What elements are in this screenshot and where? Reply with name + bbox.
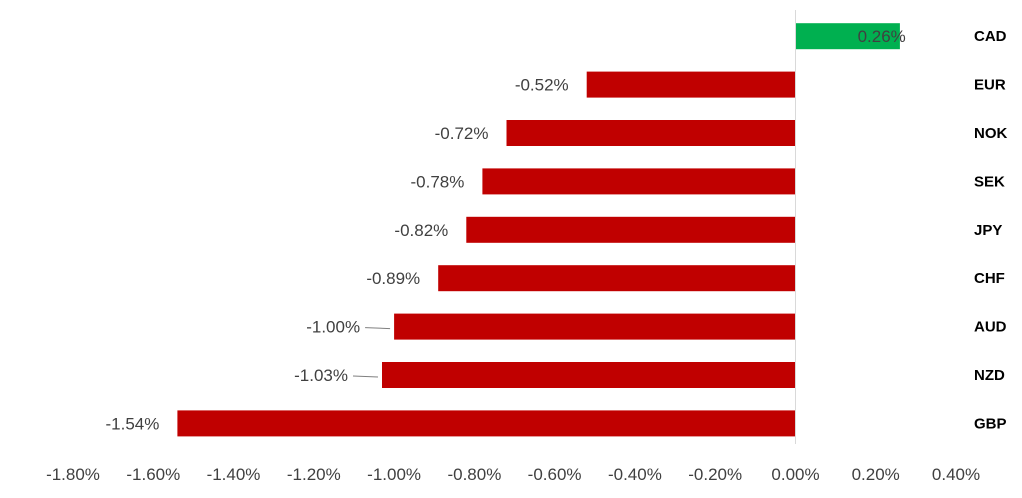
bar-aud <box>394 313 796 340</box>
x-tick-label: -1.60% <box>126 465 180 484</box>
x-tick-label: -1.20% <box>287 465 341 484</box>
leader-line-nzd <box>352 375 379 378</box>
data-label-eur: -0.52% <box>515 76 569 95</box>
category-label-gbp: GBP <box>974 415 1007 432</box>
data-label-gbp: -1.54% <box>106 414 160 433</box>
x-tick-label: 0.40% <box>932 465 980 484</box>
bars-group <box>177 23 900 437</box>
category-label-sek: SEK <box>974 173 1005 190</box>
x-tick-label: -1.00% <box>367 465 421 484</box>
data-label-sek: -0.78% <box>411 172 465 191</box>
x-axis-tick-labels: -1.80% -1.60% -1.40% -1.20% -1.00% -0.80% -0.6… <box>46 465 980 484</box>
x-tick-label: -0.80% <box>447 465 501 484</box>
category-label-nok: NOK <box>974 125 1008 142</box>
data-label-aud: -1.00% <box>306 318 360 337</box>
bar-chf <box>438 265 796 292</box>
category-label-chf: CHF <box>974 270 1005 287</box>
data-label-jpy: -0.82% <box>394 221 448 240</box>
bar-cad <box>795 23 900 50</box>
bar-jpy <box>466 216 796 243</box>
category-label-nzd: NZD <box>974 367 1005 384</box>
category-label-aud: AUD <box>974 319 1007 336</box>
category-labels-group: CAD EUR NOK SEK JPY CHF AUD NZD GBP <box>974 28 1008 432</box>
data-labels-group: 0.26% -0.52% -0.72% -0.78% -0.82% -0.89% -1.00… <box>106 27 906 433</box>
category-label-jpy: JPY <box>974 222 1002 239</box>
category-label-eur: EUR <box>974 77 1006 94</box>
bar-nzd <box>382 362 796 388</box>
x-tick-label: -0.40% <box>608 465 662 484</box>
data-label-nok: -0.72% <box>435 124 489 143</box>
bar-eur <box>586 71 796 98</box>
leader-line-aud <box>365 327 391 330</box>
bar-gbp <box>177 410 796 437</box>
leader-lines-group <box>352 327 391 378</box>
x-tick-label: -1.40% <box>207 465 261 484</box>
data-label-chf: -0.89% <box>366 269 420 288</box>
x-tick-label: -0.20% <box>688 465 742 484</box>
data-label-nzd: -1.03% <box>294 366 348 385</box>
category-label-cad: CAD <box>974 28 1007 45</box>
bar-nok <box>506 120 796 146</box>
data-label-cad: 0.26% <box>858 27 906 46</box>
x-tick-label: 0.00% <box>771 465 819 484</box>
x-tick-label: -0.60% <box>528 465 582 484</box>
bar-sek <box>482 168 796 195</box>
x-tick-label: -1.80% <box>46 465 100 484</box>
x-tick-label: 0.20% <box>852 465 900 484</box>
